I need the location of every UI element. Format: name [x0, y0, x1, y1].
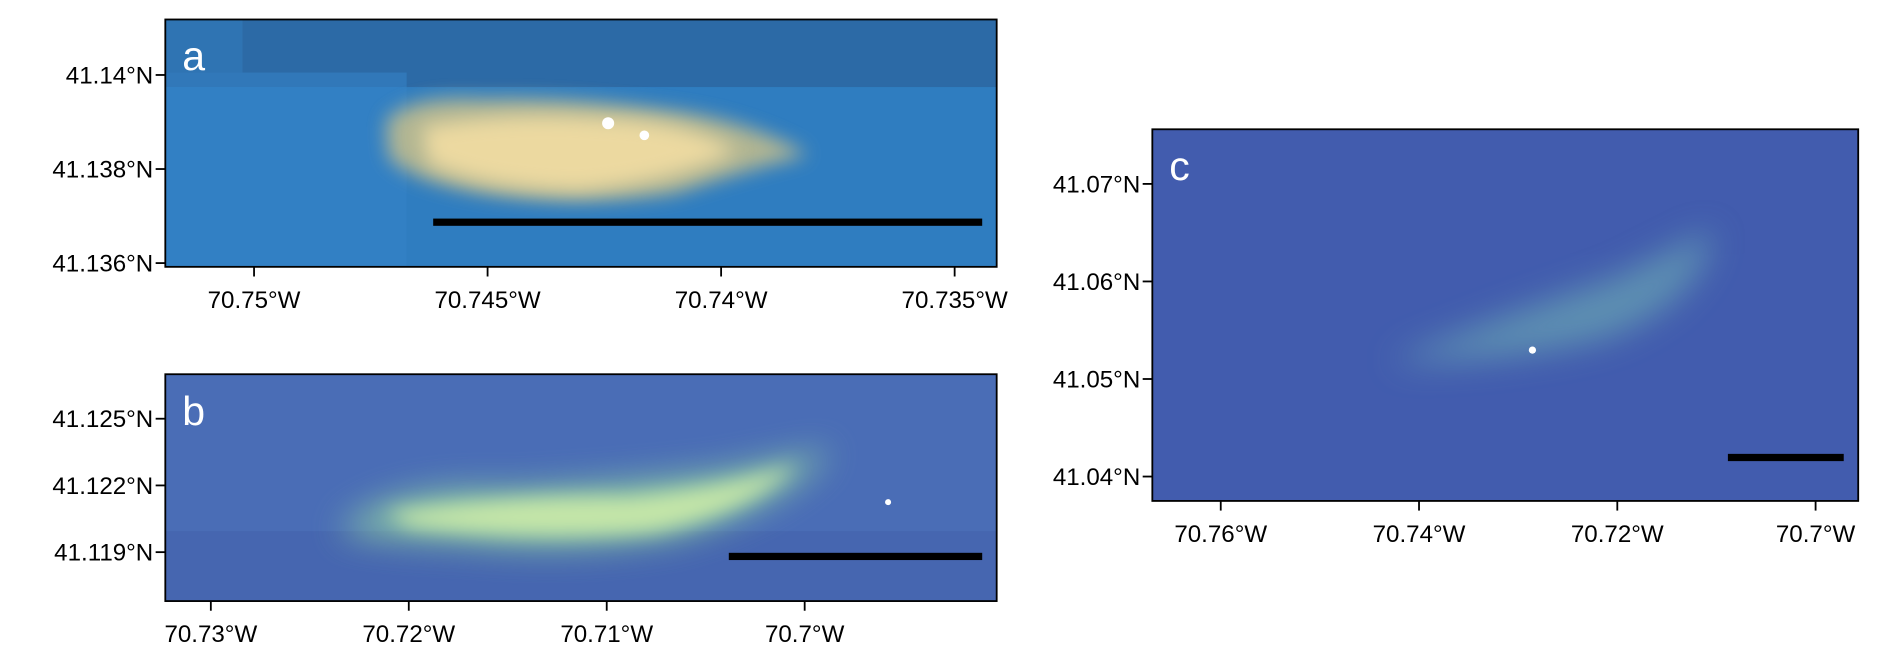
x-tick-label: 70.745°W [434, 287, 540, 314]
y-tick-label: 41.07°N [1053, 171, 1140, 198]
image-b [165, 374, 997, 602]
x-tick-label: 70.74°W [1373, 521, 1466, 548]
y-tick-label: 41.122°N [52, 473, 153, 500]
panel-label: b [182, 388, 205, 434]
image-c [1152, 129, 1859, 501]
panel-label: a [182, 33, 205, 79]
x-tick-label: 70.7°W [765, 621, 845, 648]
panel-frame [164, 373, 998, 602]
y-tick-label: 41.119°N [54, 540, 153, 567]
y-tick-label: 41.05°N [1053, 366, 1140, 393]
panel-frame [1151, 128, 1860, 502]
x-tick-label: 70.75°W [208, 287, 301, 314]
panel-label: c [1169, 143, 1190, 189]
y-tick-label: 41.14°N [66, 62, 153, 89]
panel-frame [164, 18, 998, 268]
x-tick-label: 70.72°W [1571, 521, 1664, 548]
y-tick-label: 41.06°N [1053, 269, 1140, 296]
x-tick-label: 70.72°W [362, 621, 455, 648]
x-tick-label: 70.73°W [164, 621, 257, 648]
image-a [165, 19, 997, 267]
y-tick-label: 41.138°N [52, 156, 153, 183]
y-tick-label: 41.125°N [52, 406, 153, 433]
x-tick-label: 70.7°W [1776, 521, 1856, 548]
x-tick-label: 70.76°W [1174, 521, 1267, 548]
x-tick-label: 70.74°W [675, 287, 768, 314]
x-tick-label: 70.71°W [560, 621, 653, 648]
y-tick-label: 41.04°N [1053, 464, 1140, 491]
y-tick-label: 41.136°N [52, 251, 153, 278]
x-tick-label: 70.735°W [902, 287, 1008, 314]
